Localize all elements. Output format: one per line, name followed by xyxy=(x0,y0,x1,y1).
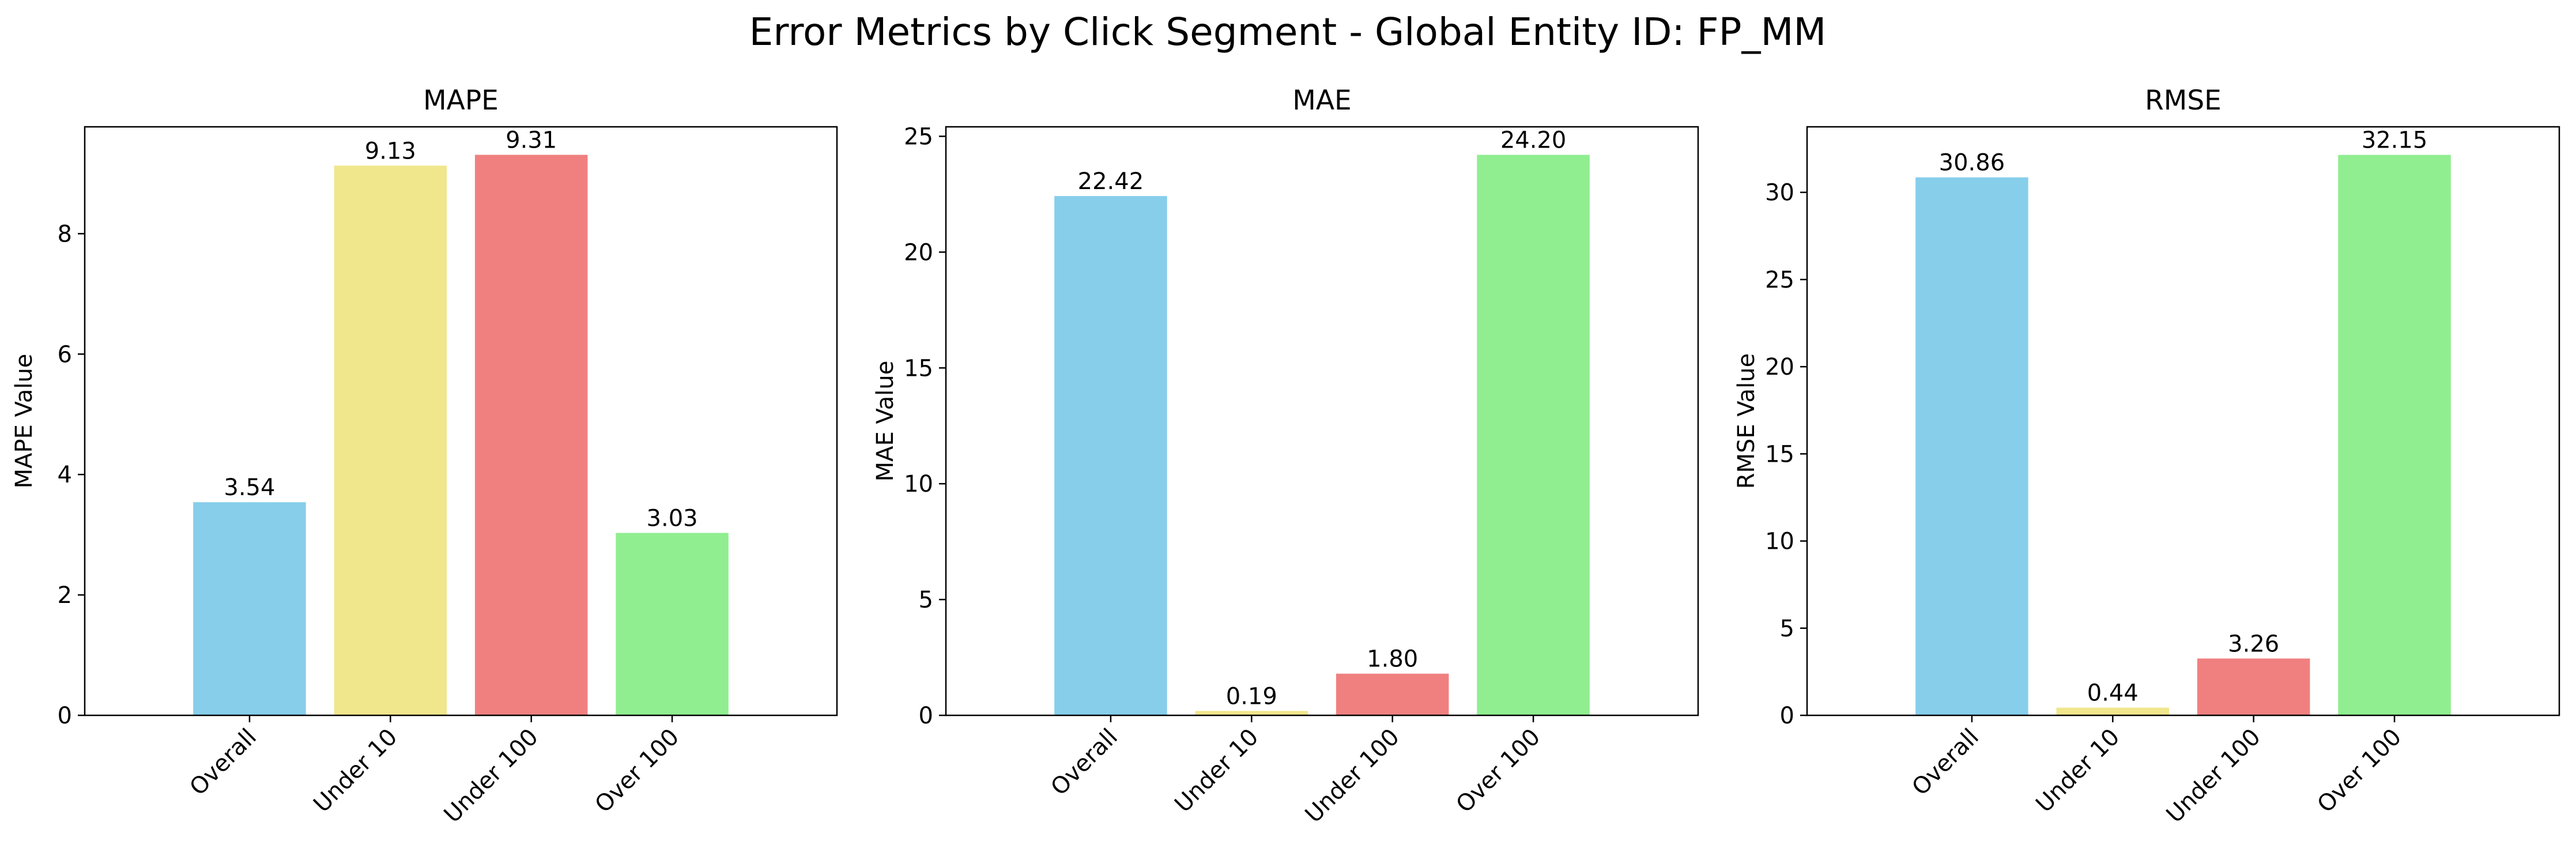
y-tick-label-mae-1: 5 xyxy=(919,587,933,613)
y-tick-label-mape-0: 0 xyxy=(58,703,72,729)
y-tick-label-rmse-4: 20 xyxy=(1765,354,1794,380)
y-tick-label-mae-2: 10 xyxy=(904,471,933,497)
bar-mae-over-100 xyxy=(1477,154,1590,716)
y-tick-label-mape-1: 2 xyxy=(58,582,72,609)
data-label-rmse-under-10: 0.44 xyxy=(2087,680,2139,707)
data-label-mae-under-100: 1.80 xyxy=(1367,646,1418,673)
bar-mape-under-10 xyxy=(334,165,447,715)
bar-mae-overall xyxy=(1054,196,1167,715)
bar-mape-overall xyxy=(193,502,306,715)
data-label-mape-under-100: 9.31 xyxy=(506,127,557,154)
y-tick-label-mae-5: 25 xyxy=(904,123,933,150)
bar-rmse-overall xyxy=(1915,177,2028,716)
y-tick-label-rmse-1: 5 xyxy=(1780,616,1794,642)
y-axis-label-mae: MAE Value xyxy=(872,361,899,482)
y-tick-label-rmse-5: 25 xyxy=(1765,267,1794,293)
data-label-rmse-over-100: 32.15 xyxy=(2362,127,2428,154)
bar-mape-under-100 xyxy=(474,154,588,715)
y-axis-label-rmse: RMSE Value xyxy=(1733,353,1760,489)
axes-frame-rmse xyxy=(1806,126,2560,717)
y-tick-label-rmse-0: 0 xyxy=(1780,703,1794,729)
axes-frame-mae xyxy=(945,126,1699,717)
y-tick-label-rmse-3: 15 xyxy=(1765,441,1794,467)
subplot-title-rmse: RMSE xyxy=(2145,85,2222,116)
bar-mae-under-10 xyxy=(1195,711,1308,715)
y-axis-label-mape: MAPE Value xyxy=(11,354,37,489)
bar-mae-under-100 xyxy=(1336,673,1449,715)
data-label-mape-over-100: 3.03 xyxy=(647,506,698,532)
subplot-title-mae: MAE xyxy=(1292,85,1351,116)
data-label-rmse-overall: 30.86 xyxy=(1939,150,2005,176)
axes-frame-mape xyxy=(84,126,838,717)
y-tick-label-mae-3: 15 xyxy=(904,355,933,382)
subplot-title-mape: MAPE xyxy=(423,85,499,116)
data-label-mae-overall: 22.42 xyxy=(1078,168,1144,195)
bar-rmse-under-100 xyxy=(2197,658,2310,715)
y-tick-label-mape-4: 8 xyxy=(58,221,72,247)
bar-rmse-under-10 xyxy=(2056,707,2170,715)
data-label-mape-under-10: 9.13 xyxy=(365,138,416,164)
data-label-rmse-under-100: 3.26 xyxy=(2228,631,2279,657)
data-label-mae-under-10: 0.19 xyxy=(1226,683,1277,710)
figure-title: Error Metrics by Click Segment - Global … xyxy=(749,10,1827,54)
y-tick-label-rmse-2: 10 xyxy=(1765,529,1794,555)
y-tick-label-mape-2: 4 xyxy=(58,462,72,488)
bar-mape-over-100 xyxy=(616,533,729,715)
y-tick-label-mape-3: 6 xyxy=(58,341,72,368)
y-tick-label-rmse-6: 30 xyxy=(1765,180,1794,206)
data-label-mae-over-100: 24.20 xyxy=(1500,127,1567,154)
y-tick-label-mae-0: 0 xyxy=(919,703,933,729)
bar-rmse-over-100 xyxy=(2338,154,2451,715)
y-tick-label-mae-4: 20 xyxy=(904,239,933,266)
data-label-mape-overall: 3.54 xyxy=(224,474,275,501)
